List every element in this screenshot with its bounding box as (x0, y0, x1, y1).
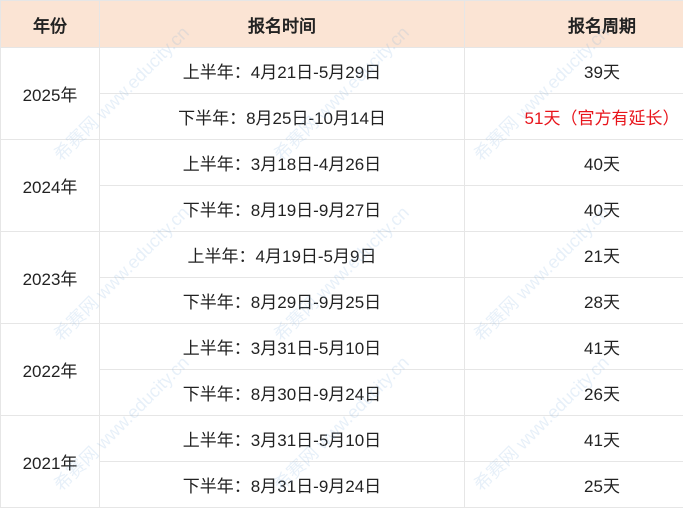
header-time: 报名时间 (99, 0, 465, 48)
period-cell: 26天 (464, 369, 683, 416)
period-cell: 41天 (464, 415, 683, 462)
period-cell: 39天 (464, 47, 683, 94)
period-cell: 40天 (464, 139, 683, 186)
header-row: 年份 报名时间 报名周期 (0, 0, 683, 48)
time-cell: 下半年：8月30日-9月24日 (99, 369, 465, 416)
time-cell: 上半年：4月21日-5月29日 (99, 47, 465, 94)
period-cell: 41天 (464, 323, 683, 370)
year-cell: 2021年 (0, 415, 100, 508)
table-row: 2024年 上半年：3月18日-4月26日 40天 (0, 139, 683, 232)
table-row: 下半年：8月30日-9月24日 26天 (1, 369, 683, 416)
time-cell: 上半年：3月31日-5月10日 (99, 415, 465, 462)
time-cell: 上半年：3月31日-5月10日 (99, 323, 465, 370)
year-cell: 2024年 (0, 139, 100, 232)
year-cell: 2022年 (0, 323, 100, 416)
year-cell: 2025年 (0, 47, 100, 140)
registration-table: 年份 报名时间 报名周期 2025年 上半年：4月21日-5月29日 39天 下… (0, 0, 683, 508)
period-cell: 40天 (464, 185, 683, 232)
period-cell: 28天 (464, 277, 683, 324)
time-cell: 下半年：8月29日-9月25日 (99, 277, 465, 324)
table-row: 下半年：8月29日-9月25日 28天 (1, 277, 683, 324)
year-cell: 2023年 (0, 231, 100, 324)
period-cell: 25天 (464, 461, 683, 508)
table-row: 下半年：8月19日-9月27日 40天 (1, 185, 683, 232)
period-cell: 51天（官方有延长） (464, 93, 683, 140)
table-row: 下半年：8月31日-9月24日 25天 (1, 461, 683, 508)
period-cell: 21天 (464, 231, 683, 278)
table-row: 下半年：8月25日-10月14日 51天（官方有延长） (1, 93, 683, 140)
time-cell: 下半年：8月19日-9月27日 (99, 185, 465, 232)
time-cell: 下半年：8月25日-10月14日 (99, 93, 465, 140)
time-cell: 下半年：8月31日-9月24日 (99, 461, 465, 508)
header-period: 报名周期 (464, 0, 683, 48)
table-row: 2022年 上半年：3月31日-5月10日 41天 (0, 323, 683, 416)
header-year: 年份 (0, 0, 100, 48)
time-cell: 上半年：3月18日-4月26日 (99, 139, 465, 186)
table-row: 2023年 上半年：4月19日-5月9日 21天 (0, 231, 683, 324)
table-row: 2025年 上半年：4月21日-5月29日 39天 (0, 47, 683, 140)
table-row: 2021年 上半年：3月31日-5月10日 41天 (0, 415, 683, 508)
time-cell: 上半年：4月19日-5月9日 (99, 231, 465, 278)
